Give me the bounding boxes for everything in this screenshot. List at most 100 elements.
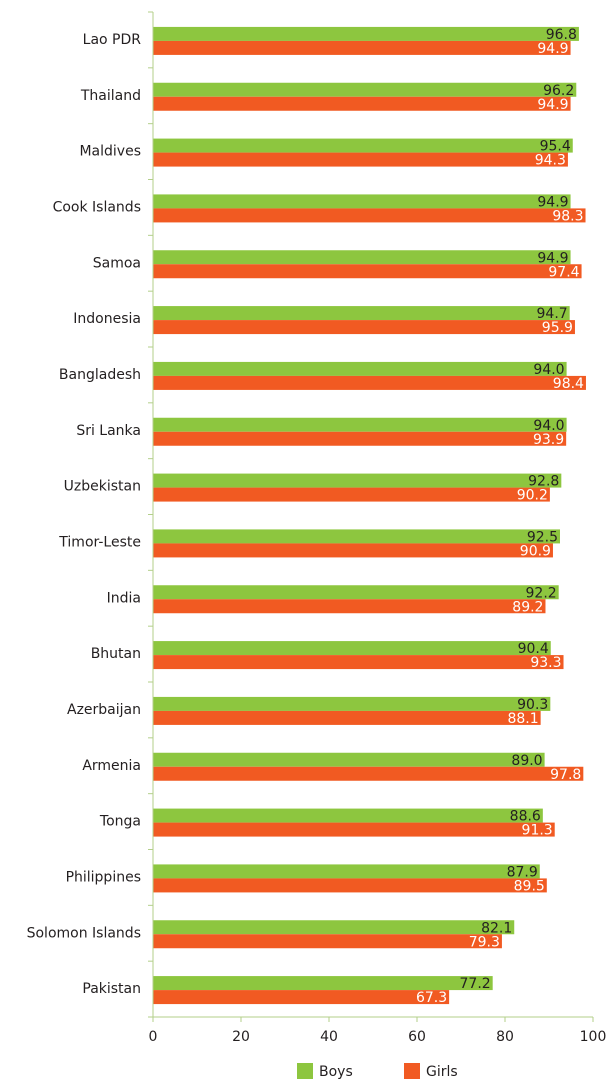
bar (153, 487, 550, 502)
value-label: 94.9 (537, 250, 568, 266)
value-label: 90.9 (520, 543, 551, 559)
bar (153, 431, 567, 446)
bar (153, 529, 560, 544)
y-tick-label: Philippines (66, 869, 141, 885)
bar (153, 808, 543, 823)
bar (153, 82, 577, 97)
value-label: 92.2 (526, 585, 557, 601)
bar (153, 655, 564, 670)
y-tick-label: Timor-Leste (58, 534, 141, 550)
value-label: 94.3 (535, 153, 566, 169)
value-label: 79.3 (469, 934, 500, 950)
bar (153, 641, 551, 656)
bar (153, 543, 553, 558)
value-label: 93.9 (533, 432, 564, 448)
bar (153, 208, 586, 223)
bar (153, 320, 575, 335)
x-tick-label: 100 (580, 1029, 607, 1045)
bar (153, 822, 555, 837)
value-label: 95.4 (540, 139, 571, 155)
value-label: 93.3 (530, 655, 561, 671)
y-tick-label: Bangladesh (59, 367, 141, 383)
bar (153, 417, 567, 432)
bar (153, 194, 571, 209)
bar (153, 306, 570, 321)
bar (153, 138, 573, 153)
bar (153, 264, 582, 279)
value-label: 67.3 (416, 990, 447, 1006)
legend-label: Girls (426, 1064, 458, 1080)
bar (153, 920, 515, 935)
value-label: 82.1 (481, 920, 512, 936)
x-tick-label: 0 (149, 1029, 158, 1045)
value-label: 88.6 (510, 809, 541, 825)
value-label: 90.4 (518, 641, 549, 657)
value-label: 98.4 (553, 376, 584, 392)
value-label: 88.1 (507, 711, 538, 727)
y-tick-label: Thailand (80, 88, 141, 104)
value-label: 94.9 (537, 41, 568, 57)
value-label: 97.4 (548, 264, 579, 280)
y-tick-label: Maldives (79, 144, 141, 160)
bar (153, 473, 562, 488)
y-tick-label: Sri Lanka (76, 423, 141, 439)
value-label: 94.9 (537, 97, 568, 113)
bar (153, 585, 559, 600)
y-tick-label: Tonga (99, 814, 141, 830)
bar (153, 696, 551, 711)
bar (153, 976, 493, 991)
value-label: 87.9 (507, 864, 538, 880)
x-tick-label: 20 (232, 1029, 250, 1045)
value-label: 89.0 (511, 753, 542, 769)
bar (153, 361, 567, 376)
bar (153, 40, 571, 55)
bar (153, 990, 450, 1005)
bar (153, 375, 586, 390)
x-tick-label: 40 (320, 1029, 338, 1045)
y-tick-label: Indonesia (73, 311, 141, 327)
value-label: 91.3 (522, 823, 553, 839)
bar (153, 599, 546, 614)
y-tick-label: Azerbaijan (67, 702, 141, 718)
value-label: 98.3 (552, 208, 583, 224)
y-tick-label: Bhutan (91, 646, 141, 662)
value-label: 94.7 (537, 306, 568, 322)
x-tick-label: 60 (408, 1029, 426, 1045)
bar (153, 96, 571, 111)
y-tick-label: Samoa (93, 255, 141, 271)
value-label: 94.9 (537, 194, 568, 210)
value-label: 94.0 (533, 362, 564, 378)
legend-swatch (404, 1063, 420, 1079)
bar (153, 878, 547, 893)
y-tick-label: Uzbekistan (64, 479, 141, 495)
value-label: 97.8 (550, 767, 581, 783)
value-label: 92.5 (527, 529, 558, 545)
value-label: 90.2 (517, 488, 548, 504)
legend-label: Boys (319, 1064, 353, 1080)
bar (153, 250, 571, 265)
value-label: 77.2 (460, 976, 491, 992)
y-tick-label: India (107, 590, 141, 606)
bar (153, 766, 584, 781)
bar (153, 752, 545, 767)
bar (153, 26, 579, 41)
y-tick-label: Cook Islands (53, 199, 141, 215)
y-tick-label: Armenia (82, 758, 141, 774)
y-tick-label: Lao PDR (83, 32, 142, 48)
bar (153, 864, 540, 879)
legend-swatch (297, 1063, 313, 1079)
value-label: 95.9 (542, 320, 573, 336)
value-label: 89.5 (514, 878, 545, 894)
bar (153, 152, 568, 167)
x-tick-label: 80 (496, 1029, 514, 1045)
value-label: 96.8 (546, 27, 577, 43)
y-tick-label: Solomon Islands (27, 925, 141, 941)
value-label: 94.0 (533, 418, 564, 434)
bar (153, 710, 541, 725)
value-label: 90.3 (517, 697, 548, 713)
y-tick-label: Pakistan (82, 981, 141, 997)
value-label: 96.2 (543, 83, 574, 99)
value-label: 89.2 (512, 599, 543, 615)
value-label: 92.8 (528, 474, 559, 490)
